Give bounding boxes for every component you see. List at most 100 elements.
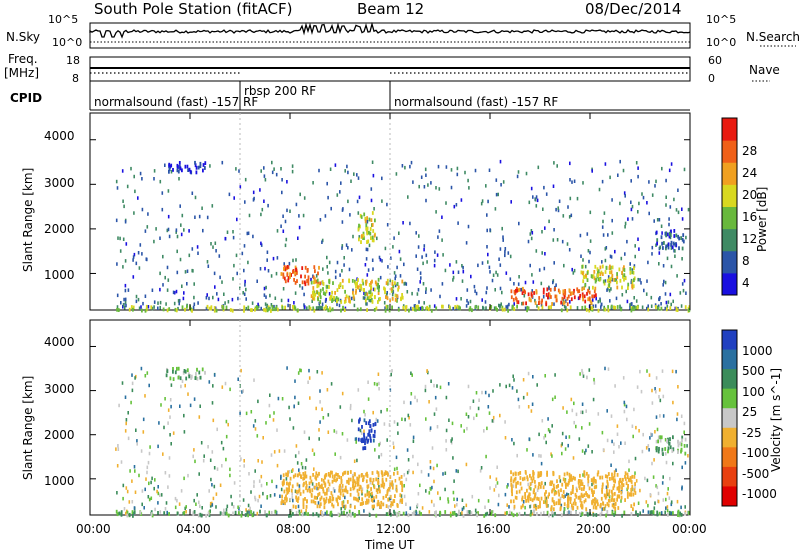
feature-4-point [195,372,197,376]
scatter-point [561,431,564,436]
feature-3-point [319,295,322,300]
feature-2-point [373,504,375,509]
feature-2-point [376,502,379,507]
scatter-point [398,231,400,235]
feature-1-point [474,305,477,310]
scatter-point [332,487,335,491]
feature-1-point [375,306,378,311]
feature-4-point [190,374,193,379]
scatter-point [199,504,201,508]
scatter-point [335,430,338,435]
feature-2-point [315,496,318,500]
scatter-point [312,485,315,489]
scatter-point [655,376,658,380]
feature-5-point [630,504,633,508]
feature-1-point [139,510,142,515]
feature-5-point [539,485,542,489]
scatter-point [263,199,265,203]
feature-7-point [592,274,595,278]
scatter-point [291,495,294,500]
scatter-point [566,242,569,246]
scatter-point [282,214,284,218]
scatter-point [493,306,496,310]
feature-5-point [571,488,574,493]
scatter-point [139,243,142,247]
feature-5-point [540,496,543,501]
scatter-point [144,374,147,378]
feature-3-point [348,297,351,302]
feature-2-point [320,495,323,500]
feature-5-point [594,497,596,501]
scatter-point [187,473,189,478]
scatter-point [591,169,593,173]
scatter-point [448,418,450,422]
scatter-point [581,368,583,373]
feature-6-point [522,301,525,306]
scatter-point [365,257,368,261]
scatter-point [265,295,267,299]
feature-6-point [542,287,545,292]
scatter-point [668,496,671,500]
scatter-point [320,306,322,310]
feature-5-point [578,486,581,490]
scatter-point [159,236,161,240]
scatter-point [278,449,281,453]
feature-1-point [603,307,606,312]
feature-1-point [441,304,443,309]
scatter-point [607,499,610,503]
scatter-point [229,387,231,392]
scatter-point [647,304,649,308]
feature-7-point [621,270,623,275]
feature-1-point [259,509,261,514]
feature-3-point [357,427,360,432]
feature-2-point [391,502,394,507]
feature-2-point [353,479,356,484]
feature-6-point [576,287,579,292]
scatter-point [613,442,615,446]
scatter-point [117,444,119,448]
feature-5-point [522,477,524,482]
scatter-point [122,199,124,203]
feature-6-point [518,287,521,292]
feature-5-point [588,494,591,499]
scatter-point [188,253,191,258]
scatter-point [393,420,396,424]
scatter-point [363,291,365,296]
feature-3-point [328,285,330,289]
scatter-point [316,370,319,374]
scatter-point [209,504,212,508]
feature-2-point [362,501,365,505]
feature-1-point [337,512,340,517]
feature-5-point [510,488,513,493]
feature-2-point [377,471,380,476]
feature-7-point [584,283,587,288]
scatter-point [138,266,141,270]
scatter-point [670,511,672,515]
feature-6-point [579,293,582,298]
feature-5-point [617,506,620,510]
scatter-point [420,306,422,311]
scatter-point [347,246,349,250]
feature-1-point [219,511,222,516]
feature-1-point [264,510,266,515]
scatter-point [543,185,545,190]
scatter-point [300,509,303,513]
feature-4-point [371,235,374,240]
scatter-point [223,508,225,513]
nsearch-tick-low: 10^0 [706,36,737,49]
scatter-point [202,459,205,463]
feature-7-point [631,284,633,288]
feature-5-point [195,165,198,170]
scatter-point [543,436,545,440]
scatter-point [471,494,474,499]
feature-2-point [358,474,361,479]
feature-5-point [601,485,604,489]
feature-2-point [284,279,287,284]
feature-1-point [294,306,297,311]
feature-6-point [570,297,573,302]
scatter-point [409,164,411,169]
feature-5-point [546,473,548,477]
scatter-point [425,198,427,203]
scatter-point [570,213,573,218]
feature-4-point [165,373,168,378]
